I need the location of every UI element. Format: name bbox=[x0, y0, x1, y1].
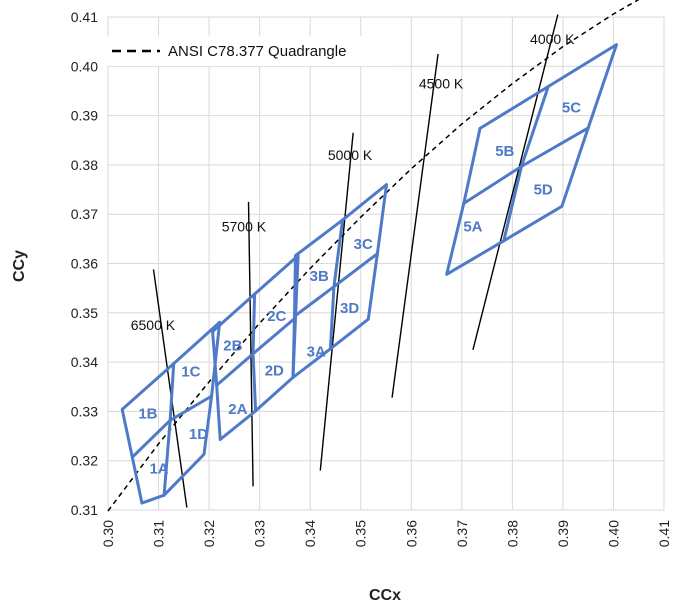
y-tick-label: 0.35 bbox=[71, 305, 98, 321]
x-tick-label: 0.33 bbox=[252, 520, 268, 547]
quadrangle-divider bbox=[332, 218, 345, 289]
quadrangle-divider bbox=[251, 352, 258, 413]
quadrangle-divider bbox=[519, 126, 590, 168]
quadrangle-divider bbox=[215, 352, 255, 387]
bin-label: 5C bbox=[562, 100, 581, 117]
x-tick-label: 0.35 bbox=[353, 520, 369, 547]
isotherm-lines: 6500 K 5700 K 5000 K 4500 K 4000 K bbox=[131, 14, 575, 508]
bin-label: 5B bbox=[495, 143, 514, 160]
bin-label: 3D bbox=[340, 300, 359, 317]
y-tick-label: 0.31 bbox=[71, 502, 98, 518]
y-tick-label: 0.40 bbox=[71, 58, 98, 74]
x-tick-label: 0.36 bbox=[403, 520, 419, 547]
x-tick-label: 0.34 bbox=[302, 520, 318, 547]
bin-label: 5A bbox=[463, 219, 482, 236]
bin-label: 5D bbox=[534, 182, 553, 199]
bin-label: 1C bbox=[181, 363, 200, 380]
bin-label: 1B bbox=[138, 405, 157, 422]
quadrangle-divider bbox=[130, 418, 172, 459]
legend-background bbox=[104, 36, 394, 66]
isotherm-label: 5000 K bbox=[328, 147, 373, 163]
bin-label: 2A bbox=[228, 401, 247, 418]
y-tick-labels: 0.31 0.32 0.33 0.34 0.35 0.36 0.37 0.38 0.39 0.40… bbox=[71, 9, 98, 518]
y-tick-label: 0.34 bbox=[71, 354, 98, 370]
bin-label: 1D bbox=[189, 426, 208, 443]
quadrangle-divider bbox=[332, 252, 379, 289]
bin-label: 3B bbox=[310, 268, 329, 285]
quadrangle-divider bbox=[519, 85, 550, 168]
isotherm-line bbox=[391, 53, 439, 398]
bin-label: 1A bbox=[149, 461, 168, 478]
legend: ANSI C78.377 Quadrangle bbox=[104, 36, 394, 66]
bin-label: 3A bbox=[307, 343, 326, 360]
x-tick-label: 0.30 bbox=[100, 520, 116, 547]
quadrangle-divider bbox=[328, 285, 336, 351]
bin-label: 2B bbox=[223, 337, 242, 354]
x-tick-label: 0.41 bbox=[656, 520, 672, 547]
y-tick-label: 0.32 bbox=[71, 453, 98, 469]
quadrangle-divider bbox=[462, 164, 523, 205]
y-tick-label: 0.39 bbox=[71, 108, 98, 124]
x-tick-label: 0.32 bbox=[201, 520, 217, 547]
y-tick-label: 0.41 bbox=[71, 9, 98, 25]
x-tick-label: 0.39 bbox=[555, 520, 571, 547]
y-tick-label: 0.37 bbox=[71, 206, 98, 222]
bin-labels: 1A 1B 1C 1D 2A 2B 2C 2D 3A 3B 3C 3D 5A 5B 5C 5D bbox=[138, 100, 581, 478]
y-tick-label: 0.36 bbox=[71, 256, 98, 272]
bin-label: 2D bbox=[265, 362, 284, 379]
isotherm-label: 4500 K bbox=[419, 75, 464, 91]
quadrangle-outline bbox=[445, 43, 618, 276]
y-tick-label: 0.33 bbox=[71, 403, 98, 419]
quadrangle-divider bbox=[168, 362, 176, 422]
quadrangle-divider bbox=[162, 418, 172, 497]
isotherm-label: 4000 K bbox=[530, 31, 575, 47]
x-axis-title: CCx bbox=[369, 587, 401, 604]
isotherm-line bbox=[319, 132, 354, 471]
quadrangle-divider bbox=[502, 164, 523, 243]
isotherm-label: 6500 K bbox=[131, 317, 176, 333]
x-tick-label: 0.31 bbox=[151, 520, 167, 547]
quadrangle-divider bbox=[251, 292, 257, 356]
quadrangle-outline bbox=[120, 320, 222, 505]
isotherm-label: 5700 K bbox=[222, 218, 267, 234]
quadrangle-divider bbox=[293, 285, 336, 318]
x-tick-label: 0.40 bbox=[605, 520, 621, 547]
x-tick-labels: 0.30 0.31 0.32 0.33 0.34 0.35 0.36 0.37 0.38 0.39… bbox=[100, 520, 672, 547]
x-tick-label: 0.38 bbox=[504, 520, 520, 547]
x-tick-label: 0.37 bbox=[454, 520, 470, 547]
isotherm-line bbox=[152, 269, 188, 508]
quadrangle-divider bbox=[251, 316, 298, 356]
quadrangle-outline bbox=[291, 183, 388, 379]
grid bbox=[107, 16, 665, 511]
legend-entry: ANSI C78.377 Quadrangle bbox=[168, 43, 346, 60]
y-axis-title: CCy bbox=[11, 250, 28, 282]
ansi-quadrangles bbox=[120, 43, 618, 505]
isotherm-line bbox=[472, 14, 559, 350]
bin-label: 2C bbox=[267, 308, 286, 325]
y-tick-label: 0.38 bbox=[71, 157, 98, 173]
bin-label: 3C bbox=[354, 236, 373, 253]
isotherm-line bbox=[247, 201, 254, 487]
quadrangle-divider bbox=[168, 394, 214, 422]
